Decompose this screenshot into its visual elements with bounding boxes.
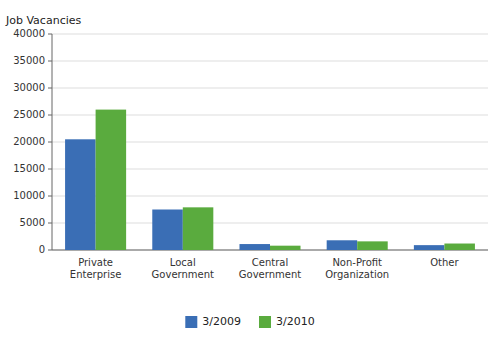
y-tick-label: 5000 bbox=[20, 217, 45, 228]
bar bbox=[357, 241, 388, 250]
x-tick-label-line: Organization bbox=[325, 269, 389, 280]
y-tick bbox=[48, 142, 52, 143]
x-tick-label-line: Local bbox=[170, 257, 196, 268]
bar bbox=[65, 139, 96, 250]
y-tick-label: 0 bbox=[39, 244, 45, 255]
x-tick-label-line: Central bbox=[252, 257, 288, 268]
y-tick bbox=[48, 61, 52, 62]
bars bbox=[65, 110, 475, 250]
x-tick-label-line: Other bbox=[430, 257, 459, 268]
bar bbox=[96, 110, 127, 250]
bar bbox=[444, 244, 475, 250]
x-tick-label-line: Government bbox=[239, 269, 301, 280]
bar bbox=[414, 245, 445, 250]
y-tick bbox=[48, 196, 52, 197]
y-axis-label: Job Vacancies bbox=[5, 14, 81, 27]
y-tick bbox=[48, 250, 52, 251]
y-axis-line bbox=[52, 34, 53, 250]
x-tick-labels: PrivateEnterpriseLocalGovernmentCentralG… bbox=[70, 257, 460, 280]
x-tick-label: PrivateEnterprise bbox=[70, 257, 121, 280]
bar bbox=[239, 244, 270, 250]
y-tick bbox=[48, 169, 52, 170]
y-tick-label: 20000 bbox=[13, 136, 45, 147]
y-tick bbox=[48, 34, 52, 35]
legend-swatch bbox=[259, 316, 271, 328]
bar bbox=[327, 240, 358, 250]
y-tick-label: 40000 bbox=[13, 28, 45, 39]
y-tick bbox=[48, 223, 52, 224]
x-tick-label-line: Non-Profit bbox=[332, 257, 382, 268]
x-tick-label: Non-ProfitOrganization bbox=[325, 257, 389, 280]
legend: 3/2009 3/2010 bbox=[185, 315, 314, 328]
y-tick bbox=[48, 115, 52, 116]
bar bbox=[152, 210, 183, 251]
grid-line bbox=[52, 61, 488, 62]
x-tick-label: CentralGovernment bbox=[239, 257, 301, 280]
grid bbox=[52, 34, 488, 250]
y-tick-label: 10000 bbox=[13, 190, 45, 201]
y-tick-label: 15000 bbox=[13, 163, 45, 174]
chart: 0 5000 10000 15000 20000 25000 30000 35000 40000… bbox=[0, 0, 500, 350]
bar bbox=[183, 207, 214, 250]
y-tick bbox=[48, 88, 52, 89]
legend-swatch bbox=[185, 316, 197, 328]
grid-line bbox=[52, 34, 488, 35]
y-tick-label: 25000 bbox=[13, 109, 45, 120]
x-tick-label-line: Government bbox=[152, 269, 214, 280]
x-tick-label-line: Enterprise bbox=[70, 269, 121, 280]
y-tick-label: 30000 bbox=[13, 82, 45, 93]
y-tick-label: 35000 bbox=[13, 55, 45, 66]
grid-line bbox=[52, 88, 488, 89]
axes: 0 5000 10000 15000 20000 25000 30000 35000 40000 bbox=[13, 28, 488, 255]
x-tick-label: LocalGovernment bbox=[152, 257, 214, 280]
x-tick-label-line: Private bbox=[78, 257, 113, 268]
chart-container: 0 5000 10000 15000 20000 25000 30000 35000 40000… bbox=[0, 0, 500, 350]
legend-label: 3/2009 bbox=[202, 315, 241, 328]
legend-label: 3/2010 bbox=[276, 315, 315, 328]
bar bbox=[270, 246, 301, 250]
x-tick-label: Other bbox=[430, 257, 459, 268]
